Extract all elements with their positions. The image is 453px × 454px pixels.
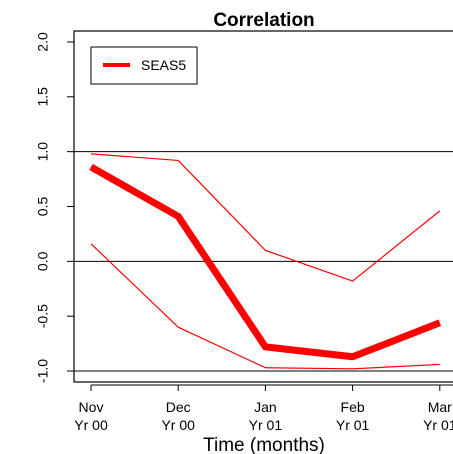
legend: SEAS5 bbox=[90, 46, 198, 85]
x-tick-label-year: Yr 00 bbox=[161, 417, 195, 433]
x-tick-label-year: Yr 00 bbox=[74, 417, 108, 433]
x-tick-label-year: Yr 01 bbox=[249, 417, 283, 433]
series-line-lower-bound bbox=[90, 243, 440, 370]
y-tick-label: 0.5 bbox=[35, 197, 51, 217]
y-tick-label: 0.0 bbox=[35, 251, 51, 271]
series-line-estimate bbox=[89, 163, 442, 361]
y-tick-label: 2.0 bbox=[35, 32, 51, 52]
series-line-upper-bound bbox=[90, 153, 441, 282]
x-tick-label-month: Feb bbox=[341, 399, 365, 415]
y-tick-label: 1.5 bbox=[35, 87, 51, 107]
x-tick-label-month: Jan bbox=[254, 399, 277, 415]
x-tick-label-month: Nov bbox=[79, 399, 104, 415]
series-lines bbox=[89, 153, 442, 370]
x-tick-label-month: Dec bbox=[166, 399, 191, 415]
y-axis: -1.0 -0.5 0.0 0.5 1.0 1.5 2.0 bbox=[35, 32, 74, 383]
legend-label-seas5: SEAS5 bbox=[141, 57, 186, 73]
x-tick-label-month: Mar bbox=[428, 399, 452, 415]
x-tick-label-year: Yr 01 bbox=[336, 417, 370, 433]
chart-title: Correlation bbox=[213, 10, 314, 31]
x-axis-label: Time (months) bbox=[203, 435, 325, 454]
y-tick-label: -0.5 bbox=[35, 304, 51, 328]
x-tick-label-year: Yr 01 bbox=[423, 417, 453, 433]
y-tick-label: 1.0 bbox=[35, 142, 51, 162]
x-axis: Nov Yr 00 Dec Yr 00 Jan Yr 01 Feb Yr 01 Mar Yr 01 bbox=[74, 384, 453, 433]
y-tick-label: -1.0 bbox=[35, 359, 51, 383]
reference-lines bbox=[74, 151, 453, 372]
